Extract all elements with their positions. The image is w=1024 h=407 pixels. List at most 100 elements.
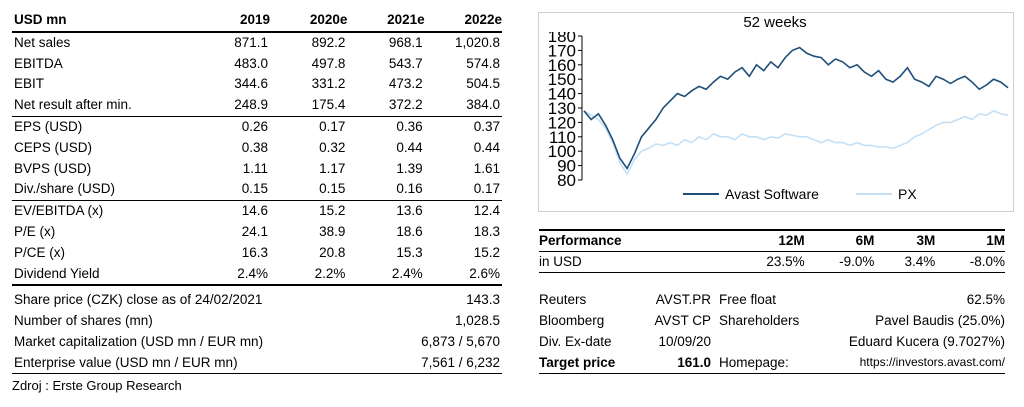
- y-tick-label: 90: [557, 157, 576, 176]
- y-tick-label: 180: [548, 32, 576, 46]
- cell-value: 0.44: [473, 139, 500, 155]
- cell-value: 331.2: [311, 76, 346, 92]
- year-header: 2022e: [464, 12, 502, 27]
- info-label: Free float: [719, 292, 777, 307]
- share-info-row: Number of shares (mn) 1,028.5: [12, 310, 502, 331]
- row-label: EBIT: [14, 76, 45, 92]
- y-tick-label: 130: [548, 99, 576, 118]
- cell-value: 20.8: [319, 244, 346, 260]
- performance-value: -9.0%: [839, 254, 875, 269]
- cell-value: 871.1: [234, 34, 269, 50]
- row-label: Div./share (USD): [14, 181, 116, 197]
- year-header: 2019: [240, 12, 271, 27]
- cell-value: 543.7: [388, 55, 423, 71]
- info-label: Bloomberg: [539, 313, 605, 328]
- performance-value: 3.4%: [904, 254, 936, 269]
- cell-value: 14.6: [241, 203, 269, 219]
- share-info-row: Market capitalization (USD mn / EUR mn) 6…: [12, 331, 502, 352]
- performance-value: -8.0%: [969, 254, 1005, 269]
- financials-row: EV/EBITDA (x) 14.6 15.2 13.6 12.4: [12, 200, 502, 222]
- performance-row: in USD 23.5% -9.0% 3.4% -8.0%: [539, 252, 1005, 273]
- cell-value: 16.3: [241, 244, 269, 260]
- cell-value: 968.1: [388, 34, 423, 50]
- cell-value: 0.37: [473, 118, 500, 134]
- financials-row: CEPS (USD) 0.38 0.32 0.44 0.44: [12, 138, 502, 159]
- row-label: BVPS (USD): [14, 160, 92, 176]
- cell-value: 0.16: [396, 181, 423, 197]
- cell-value: 497.8: [311, 55, 346, 71]
- share-info-value: 1,028.5: [454, 313, 500, 328]
- info-label: Reuters: [539, 292, 587, 307]
- legend-label: Avast Software: [725, 186, 819, 202]
- cell-value: 0.38: [241, 139, 269, 155]
- y-tick-label: 150: [548, 70, 576, 89]
- cell-value: 892.2: [311, 34, 346, 50]
- y-tick-label: 100: [548, 142, 576, 161]
- cell-value: 0.32: [319, 139, 346, 155]
- y-tick-label: 140: [548, 85, 576, 104]
- info-value: 10/09/20: [658, 334, 711, 349]
- cell-value: 344.6: [234, 76, 269, 92]
- financials-row: BVPS (USD) 1.11 1.17 1.39 1.61: [12, 159, 502, 180]
- share-info-label: Market capitalization (USD mn / EUR mn): [14, 334, 264, 349]
- cell-value: 18.3: [473, 223, 500, 239]
- row-label: EV/EBITDA (x): [14, 203, 104, 219]
- info-label: Homepage:: [719, 355, 789, 370]
- info-row: Target price 161.0 Homepage: https://invest…: [539, 352, 1005, 373]
- share-info-value: 6,873 / 5,670: [421, 334, 500, 349]
- financials-table: USD mn 2019 2020e 2021e 2022e Net sales 8…: [12, 10, 502, 286]
- currency-header: USD mn: [14, 12, 67, 27]
- cell-value: 483.0: [234, 55, 269, 71]
- cell-value: 0.17: [319, 118, 346, 134]
- financials-row: P/E (x) 24.1 38.9 18.6 18.3: [12, 222, 502, 243]
- info-row: Reuters AVST.PR Free float 62.5%: [539, 289, 1005, 310]
- cell-value: 15.2: [319, 203, 346, 219]
- period-header: 6M: [855, 233, 875, 248]
- period-header: 12M: [778, 233, 805, 248]
- avast-series-line: [583, 46, 1009, 171]
- cell-value: 504.5: [466, 76, 500, 92]
- info-row: Bloomberg AVST CP Shareholders Pavel Baudis…: [539, 310, 1005, 331]
- info-value[interactable]: https://investors.avast.com/: [859, 355, 1005, 369]
- cell-value: 1.61: [473, 160, 500, 176]
- financials-row: EBIT 344.6 331.2 473.2 504.5: [12, 74, 502, 95]
- year-header: 2020e: [309, 12, 348, 27]
- share-info-row: Share price (CZK) close as of 24/02/2021…: [12, 289, 502, 310]
- info-value: Eduard Kucera (9.7027%): [848, 334, 1005, 349]
- period-header: 1M: [986, 233, 1005, 248]
- legend-label: PX: [898, 186, 917, 202]
- cell-value: 0.15: [241, 181, 269, 197]
- share-info-label: Share price (CZK) close as of 24/02/2021: [14, 292, 263, 307]
- cell-value: 0.44: [396, 139, 423, 155]
- financials-row: EBITDA 483.0 497.8 543.7 574.8: [12, 54, 502, 75]
- y-tick-label: 170: [548, 41, 576, 60]
- share-info-value: 7,561 / 6,232: [421, 355, 500, 370]
- info-row: Div. Ex-date 10/09/20 Eduard Kucera (9.702…: [539, 331, 1005, 352]
- row-label: EBITDA: [14, 55, 63, 71]
- share-info-label: Enterprise value (USD mn / EUR mn): [14, 355, 238, 370]
- info-label: Target price: [539, 355, 616, 370]
- source-note: Zdroj : Erste Group Research: [12, 378, 182, 393]
- cell-value: 2.4%: [237, 265, 269, 281]
- financials-row: Net result after min. 248.9 175.4 372.2 384.…: [12, 95, 502, 116]
- performance-row-label: in USD: [539, 254, 582, 269]
- share-info-value: 143.3: [466, 292, 500, 307]
- cell-value: 0.36: [396, 118, 423, 134]
- cell-value: 0.17: [473, 181, 500, 197]
- cell-value: 1.11: [242, 160, 269, 176]
- cell-value: 0.26: [241, 118, 269, 134]
- cell-value: 15.3: [396, 244, 423, 260]
- cell-value: 372.2: [388, 97, 423, 113]
- info-value: AVST.PR: [655, 292, 711, 307]
- share-info-label: Number of shares (mn): [14, 313, 153, 328]
- row-label: Net sales: [14, 34, 71, 50]
- cell-value: 473.2: [388, 76, 423, 92]
- cell-value: 384.0: [466, 97, 500, 113]
- financials-row: Div./share (USD) 0.15 0.15 0.16 0.17: [12, 179, 502, 200]
- cell-value: 574.8: [466, 55, 500, 71]
- cell-value: 24.1: [241, 223, 269, 239]
- cell-value: 13.6: [396, 203, 423, 219]
- performance-table: Performance 12M 6M 3M 1M in USD 23.5% -9…: [539, 229, 1005, 273]
- y-tick-label: 160: [548, 56, 576, 75]
